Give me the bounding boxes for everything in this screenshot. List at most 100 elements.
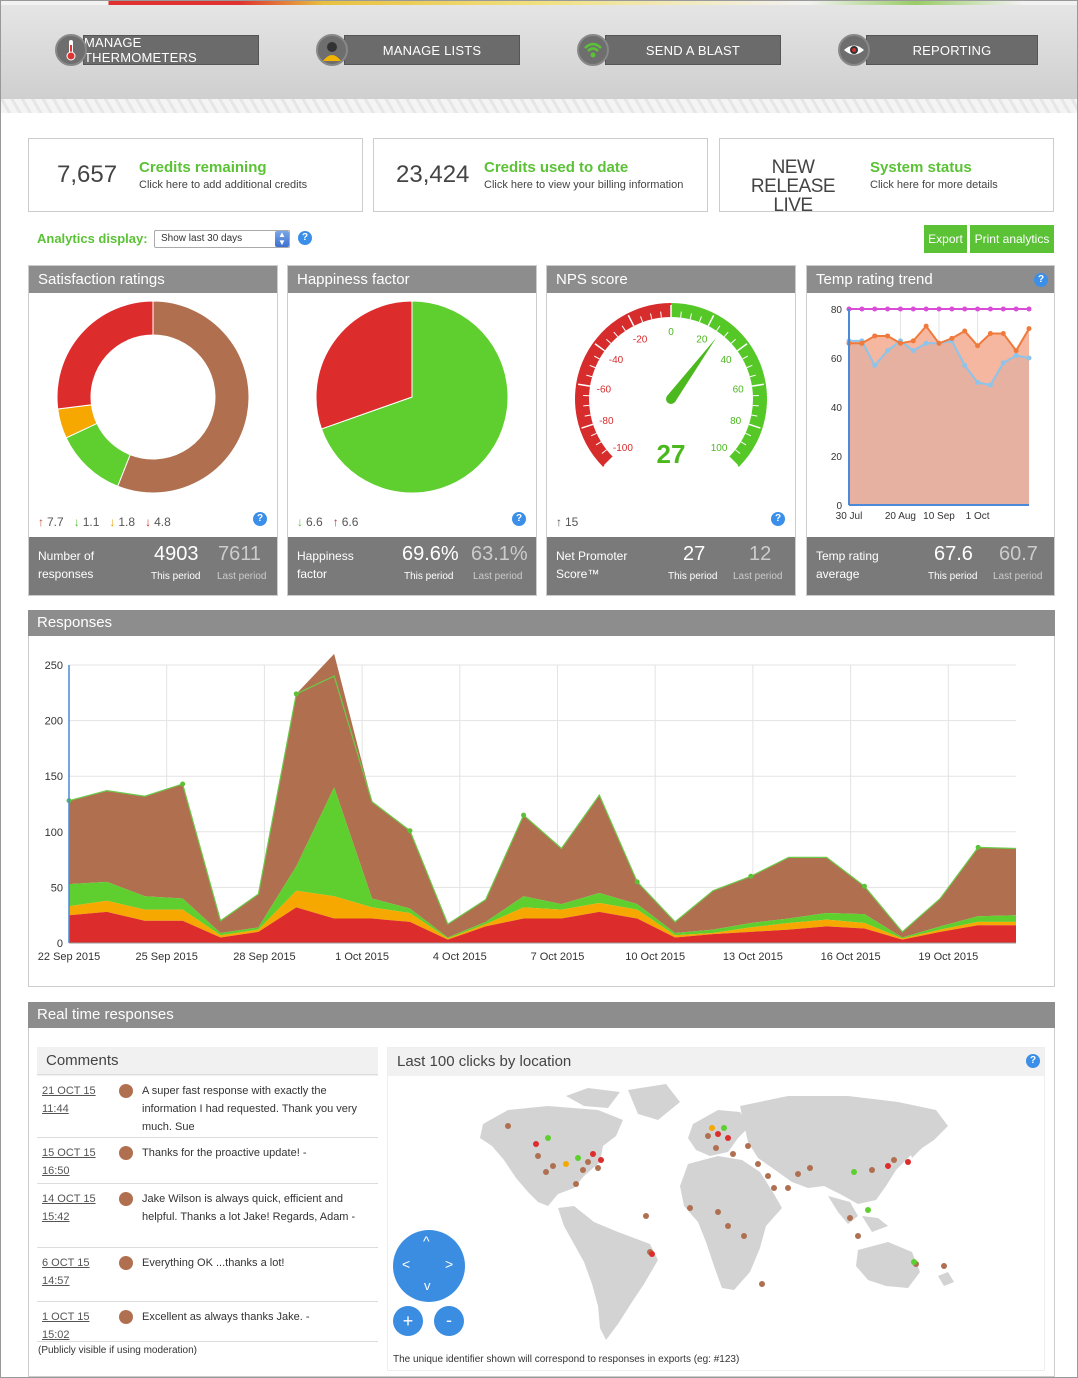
map-click-dot[interactable] [533,1141,539,1147]
map-click-dot[interactable] [545,1135,551,1141]
map-click-dot[interactable] [795,1171,801,1177]
map-click-dot[interactable] [765,1173,771,1179]
map-click-dot[interactable] [759,1281,765,1287]
map-click-dot[interactable] [891,1157,897,1163]
delta-value: 6.6 [306,515,323,529]
map-click-dot[interactable] [885,1163,891,1169]
gauge-tick [748,423,761,429]
nav-manage-thermometers[interactable]: MANAGE THERMOMETERS [55,34,259,66]
delta-item: ↓ 4.8 [145,515,171,529]
map-click-dot[interactable] [725,1135,731,1141]
responses-area-chart: 0 50 100 150 200 250 22 Sep 2015 25 Sep 2015 28 … [38,653,1017,963]
nav-manage-lists[interactable]: MANAGE LISTS [316,34,520,66]
comment-datetime-link[interactable]: 1 OCT 15 15:02 [42,1308,102,1344]
map-click-dot[interactable] [905,1159,911,1165]
satisfaction-deltas: ↑ 7.7 ↓ 1.1 ↓ 1.8 ↓ 4.8 [38,515,171,529]
map-click-dot[interactable] [911,1259,917,1265]
temp-point [910,306,916,312]
map-pan-control[interactable]: ^ v < > [393,1230,465,1302]
help-icon[interactable]: ? [1026,1054,1040,1068]
help-icon[interactable]: ? [771,512,785,526]
new-release-live-text: NEW RELEASE LIVE [732,158,854,215]
gauge-tick [745,432,752,437]
zoom-out-button[interactable]: - [434,1306,464,1336]
y-tick-label: 80 [831,305,843,316]
gauge-tick [746,364,753,369]
map-click-dot[interactable] [585,1159,591,1165]
nav-reporting[interactable]: REPORTING [838,34,1038,66]
gauge-tick [606,338,612,344]
gauge-tick [640,316,644,323]
help-icon[interactable]: ? [253,512,267,526]
map-click-dot[interactable] [755,1161,761,1167]
map-click-dot[interactable] [847,1215,853,1221]
map-click-dot[interactable] [598,1157,604,1163]
comment-datetime-link[interactable]: 6 OCT 15 14:57 [42,1254,102,1290]
pan-down-button[interactable]: v [424,1278,431,1293]
system-status-link[interactable]: Click here for more details [870,179,998,191]
map-click-dot[interactable] [649,1251,655,1257]
credits-used-box[interactable]: 23,424 Credits used to date Click here t… [373,138,708,212]
map-click-dot[interactable] [745,1143,751,1149]
nav-label: REPORTING [866,35,1038,65]
comment-datetime-link[interactable]: 15 OCT 15 16:50 [42,1144,102,1180]
date-range-select[interactable]: Show last 30 days ▲ ▼ [154,230,290,248]
map-click-dot[interactable] [855,1233,861,1239]
map-click-dot[interactable] [865,1207,871,1213]
map-click-dot[interactable] [807,1165,813,1171]
nav-send-a-blast[interactable]: SEND A BLAST [577,34,781,66]
map-click-dot[interactable] [705,1133,711,1139]
map-click-dot[interactable] [595,1165,601,1171]
temp-point [872,362,878,368]
map-click-dot[interactable] [741,1233,747,1239]
map-click-dot[interactable] [575,1155,581,1161]
print-analytics-button[interactable]: Print analytics [970,225,1054,253]
pan-up-button[interactable]: ^ [423,1233,430,1249]
map-click-dot[interactable] [721,1125,727,1131]
map-click-dot[interactable] [869,1167,875,1173]
map-click-dot[interactable] [573,1181,579,1187]
map-click-dot[interactable] [851,1169,857,1175]
map-click-dot[interactable] [643,1213,649,1219]
map-click-dot[interactable] [725,1223,731,1229]
map-click-dot[interactable] [771,1185,777,1191]
map-click-dot[interactable] [687,1205,693,1211]
map-click-dot[interactable] [543,1169,549,1175]
map-click-dot[interactable] [563,1161,569,1167]
comment-datetime-link[interactable]: 14 OCT 15 15:42 [42,1190,102,1226]
zoom-in-button[interactable]: + [393,1306,423,1336]
map-click-dot[interactable] [505,1123,511,1129]
help-icon[interactable]: ? [1034,273,1048,287]
temp-point [936,340,942,346]
temp-point [1013,348,1019,354]
x-tick-label: 19 Oct 2015 [918,951,978,963]
pan-right-button[interactable]: > [445,1256,454,1272]
map-click-dot[interactable] [709,1125,715,1131]
help-icon[interactable]: ? [298,231,312,245]
export-button[interactable]: Export [924,225,967,253]
gauge-tick [742,355,749,360]
map-click-dot[interactable] [713,1145,719,1151]
map-click-dot[interactable] [535,1153,541,1159]
map-click-dot[interactable] [715,1209,721,1215]
map-click-dot[interactable] [941,1263,947,1269]
billing-info-link[interactable]: Click here to view your billing informat… [484,179,684,191]
map-click-dot[interactable] [550,1163,556,1169]
credits-remaining-link[interactable]: Click here to add additional credits [139,179,308,191]
map-click-dot[interactable] [785,1185,791,1191]
map-click-dot[interactable] [590,1151,596,1157]
temp-point [1013,306,1019,312]
gauge-tick [660,311,662,318]
system-status-box[interactable]: NEW RELEASE LIVE System status Click her… [719,138,1054,215]
comment-datetime-link[interactable]: 21 OCT 15 11:44 [42,1082,102,1118]
map-click-dot[interactable] [730,1151,736,1157]
pan-left-button[interactable]: < [402,1256,411,1272]
this-period-value: 27 [683,543,706,565]
gauge-tick-label: 80 [730,416,742,427]
map-click-dot[interactable] [715,1131,721,1137]
help-icon[interactable]: ? [512,512,526,526]
gauge-tick [627,314,635,327]
credits-remaining-box[interactable]: 7,657 Credits remaining Click here to ad… [28,138,363,212]
map-click-dot[interactable] [580,1167,586,1173]
nps-score-panel: NPS score -100 -80 -60 -40 -20 0 20 40 60 80 100 27… [546,265,796,596]
